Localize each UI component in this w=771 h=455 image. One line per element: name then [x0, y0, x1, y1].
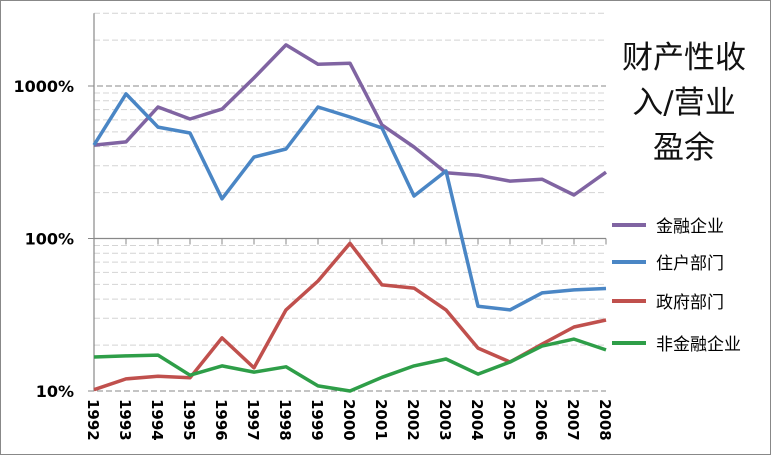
x-tick-label: 1992	[84, 399, 102, 441]
x-tick-label: 2003	[436, 399, 454, 441]
series-line-1	[92, 92, 607, 312]
legend-item-financial: 金融企业	[612, 212, 724, 237]
legend-label: 住户部门	[656, 254, 724, 274]
x-tick-label: 1999	[308, 399, 326, 441]
x-tick-label: 2007	[564, 399, 582, 441]
title-line: 盈余	[653, 130, 715, 166]
x-tick-label: 1998	[276, 399, 294, 441]
legend-label: 非金融企业	[656, 335, 741, 355]
x-tick-label: 1993	[116, 399, 134, 441]
y-tick-label: 1000%	[13, 77, 74, 96]
x-tick-label: 1995	[180, 399, 198, 441]
legend-swatch	[612, 222, 646, 227]
series-line-3	[93, 337, 607, 393]
x-tick-label: 1996	[212, 399, 230, 441]
legend-item-government: 政府部门	[612, 288, 724, 313]
legend-label: 政府部门	[656, 293, 724, 313]
x-tick-label: 1997	[244, 399, 262, 441]
y-tick-label: 10%	[36, 382, 74, 401]
series-line-2	[93, 241, 607, 392]
legend-item-nonfinancial: 非金融企业	[612, 330, 741, 355]
legend-swatch	[612, 259, 646, 264]
title-line: 财产性收	[622, 40, 746, 76]
x-tick-label: 2005	[500, 399, 518, 441]
legend-label: 金融企业	[656, 217, 724, 237]
x-tick-label: 2002	[404, 399, 422, 441]
legend-swatch	[612, 340, 646, 345]
y-tick-label: 100%	[25, 230, 74, 249]
x-tick-label: 2001	[372, 399, 390, 441]
x-tick-label: 1994	[148, 399, 166, 441]
legend-item-household: 住户部门	[612, 249, 724, 274]
legend-swatch	[612, 298, 646, 303]
x-tick-label: 2004	[468, 399, 486, 441]
x-tick-label: 2008	[596, 399, 614, 441]
chart-title: 财产性收 入/营业 盈余	[600, 36, 768, 171]
x-tick-label: 2006	[532, 399, 550, 441]
title-line: 入/营业	[632, 85, 736, 121]
x-tick-label: 2000	[340, 399, 358, 441]
